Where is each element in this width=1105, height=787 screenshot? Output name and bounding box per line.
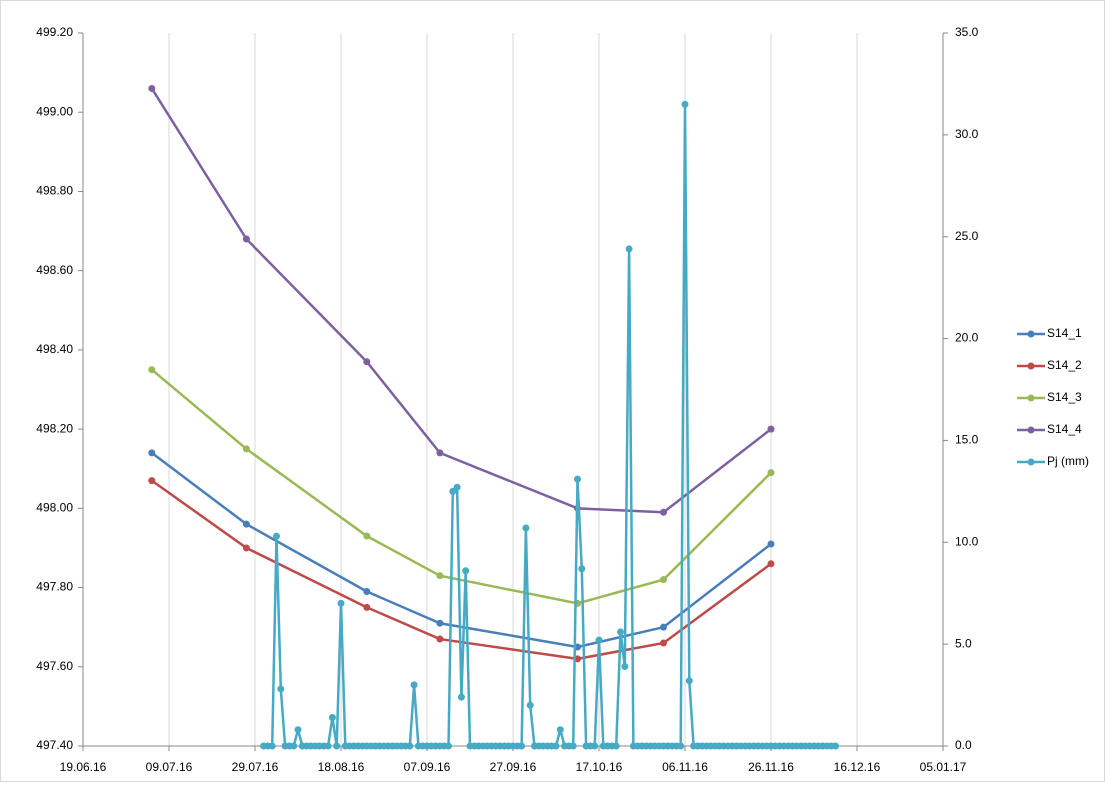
y2-tick-label: 5.0 bbox=[955, 636, 972, 650]
data-point bbox=[526, 701, 534, 709]
x-tick-label: 26.11.16 bbox=[748, 760, 794, 774]
legend-marker bbox=[1027, 394, 1035, 402]
data-point bbox=[677, 742, 685, 750]
data-point bbox=[767, 540, 775, 548]
y2-tick-label: 25.0 bbox=[955, 229, 979, 243]
data-point bbox=[268, 742, 276, 750]
data-point bbox=[290, 742, 298, 750]
data-point bbox=[462, 567, 470, 575]
data-point bbox=[242, 520, 250, 528]
x-tick-label: 17.10.16 bbox=[576, 760, 623, 774]
data-point bbox=[685, 677, 693, 685]
y-tick-label: 497.80 bbox=[36, 580, 73, 594]
data-point bbox=[328, 713, 336, 721]
data-point bbox=[436, 572, 444, 580]
data-point bbox=[617, 628, 624, 636]
y2-tick-label: 30.0 bbox=[955, 127, 979, 141]
data-point bbox=[569, 742, 577, 750]
data-point bbox=[363, 588, 371, 596]
legend-marker bbox=[1027, 362, 1035, 370]
data-point bbox=[273, 532, 280, 540]
y-tick-label: 497.40 bbox=[36, 738, 73, 752]
x-tick-label: 19.06.16 bbox=[60, 760, 107, 774]
data-point bbox=[277, 685, 285, 693]
data-point bbox=[552, 742, 560, 750]
data-point bbox=[324, 742, 332, 750]
data-point bbox=[660, 508, 667, 516]
legend-marker bbox=[1027, 426, 1035, 434]
y-tick-label: 498.00 bbox=[36, 501, 73, 515]
data-point bbox=[518, 742, 526, 750]
data-point bbox=[660, 576, 667, 584]
data-point bbox=[148, 84, 156, 92]
data-point bbox=[363, 358, 371, 366]
y-tick-label: 499.00 bbox=[36, 104, 73, 118]
x-tick-label: 09.07.16 bbox=[146, 760, 193, 774]
data-point bbox=[595, 636, 603, 644]
data-point bbox=[363, 603, 371, 611]
data-point bbox=[556, 726, 564, 734]
x-tick-label: 27.09.16 bbox=[490, 760, 537, 774]
data-point bbox=[363, 532, 371, 540]
legend-label: S14_1 bbox=[1047, 326, 1082, 340]
data-point bbox=[660, 639, 667, 647]
data-point bbox=[242, 445, 250, 453]
data-point bbox=[436, 635, 444, 643]
data-point bbox=[453, 483, 461, 491]
y2-tick-label: 15.0 bbox=[955, 433, 979, 447]
legend-label: Pj (mm) bbox=[1047, 454, 1089, 468]
legend-label: S14_4 bbox=[1047, 422, 1082, 436]
data-point bbox=[406, 742, 414, 750]
legend-label: S14_3 bbox=[1047, 390, 1082, 404]
data-point bbox=[767, 425, 775, 433]
y2-tick-label: 0.0 bbox=[955, 738, 972, 752]
data-point bbox=[681, 100, 689, 108]
data-point bbox=[410, 681, 418, 689]
y-tick-label: 498.20 bbox=[36, 421, 73, 435]
x-tick-label: 05.01.17 bbox=[920, 760, 967, 774]
data-point bbox=[621, 663, 629, 671]
x-tick-label: 29.07.16 bbox=[232, 760, 279, 774]
data-point bbox=[660, 623, 667, 631]
y-tick-label: 498.60 bbox=[36, 263, 73, 277]
y-tick-label: 498.80 bbox=[36, 184, 73, 198]
x-tick-label: 16.12.16 bbox=[834, 760, 881, 774]
data-point bbox=[242, 544, 250, 552]
y-tick-label: 497.60 bbox=[36, 659, 73, 673]
data-point bbox=[148, 449, 156, 457]
data-point bbox=[832, 742, 839, 750]
data-point bbox=[625, 245, 633, 253]
data-point bbox=[767, 560, 775, 568]
data-point bbox=[574, 475, 581, 483]
y2-tick-label: 20.0 bbox=[955, 331, 979, 345]
data-point bbox=[767, 469, 775, 477]
y-tick-label: 499.20 bbox=[36, 25, 73, 39]
data-point bbox=[445, 742, 452, 750]
data-point bbox=[436, 449, 444, 457]
data-point bbox=[242, 235, 250, 243]
y-tick-label: 498.40 bbox=[36, 342, 73, 356]
data-point bbox=[148, 477, 156, 485]
data-point bbox=[148, 366, 156, 374]
x-tick-label: 18.08.16 bbox=[318, 760, 365, 774]
data-point bbox=[457, 693, 465, 701]
y2-tick-label: 35.0 bbox=[955, 25, 979, 39]
legend-marker bbox=[1027, 330, 1035, 338]
data-point bbox=[294, 726, 302, 734]
data-point bbox=[337, 599, 345, 607]
x-tick-label: 07.09.16 bbox=[404, 760, 451, 774]
data-point bbox=[333, 742, 341, 750]
data-point bbox=[591, 742, 599, 750]
y2-tick-label: 10.0 bbox=[955, 534, 979, 548]
x-tick-label: 06.11.16 bbox=[662, 760, 708, 774]
data-point bbox=[612, 742, 620, 750]
legend-label: S14_2 bbox=[1047, 358, 1082, 372]
legend-marker bbox=[1027, 458, 1035, 466]
data-point bbox=[436, 619, 444, 627]
data-point bbox=[578, 565, 586, 573]
data-point bbox=[522, 524, 530, 532]
